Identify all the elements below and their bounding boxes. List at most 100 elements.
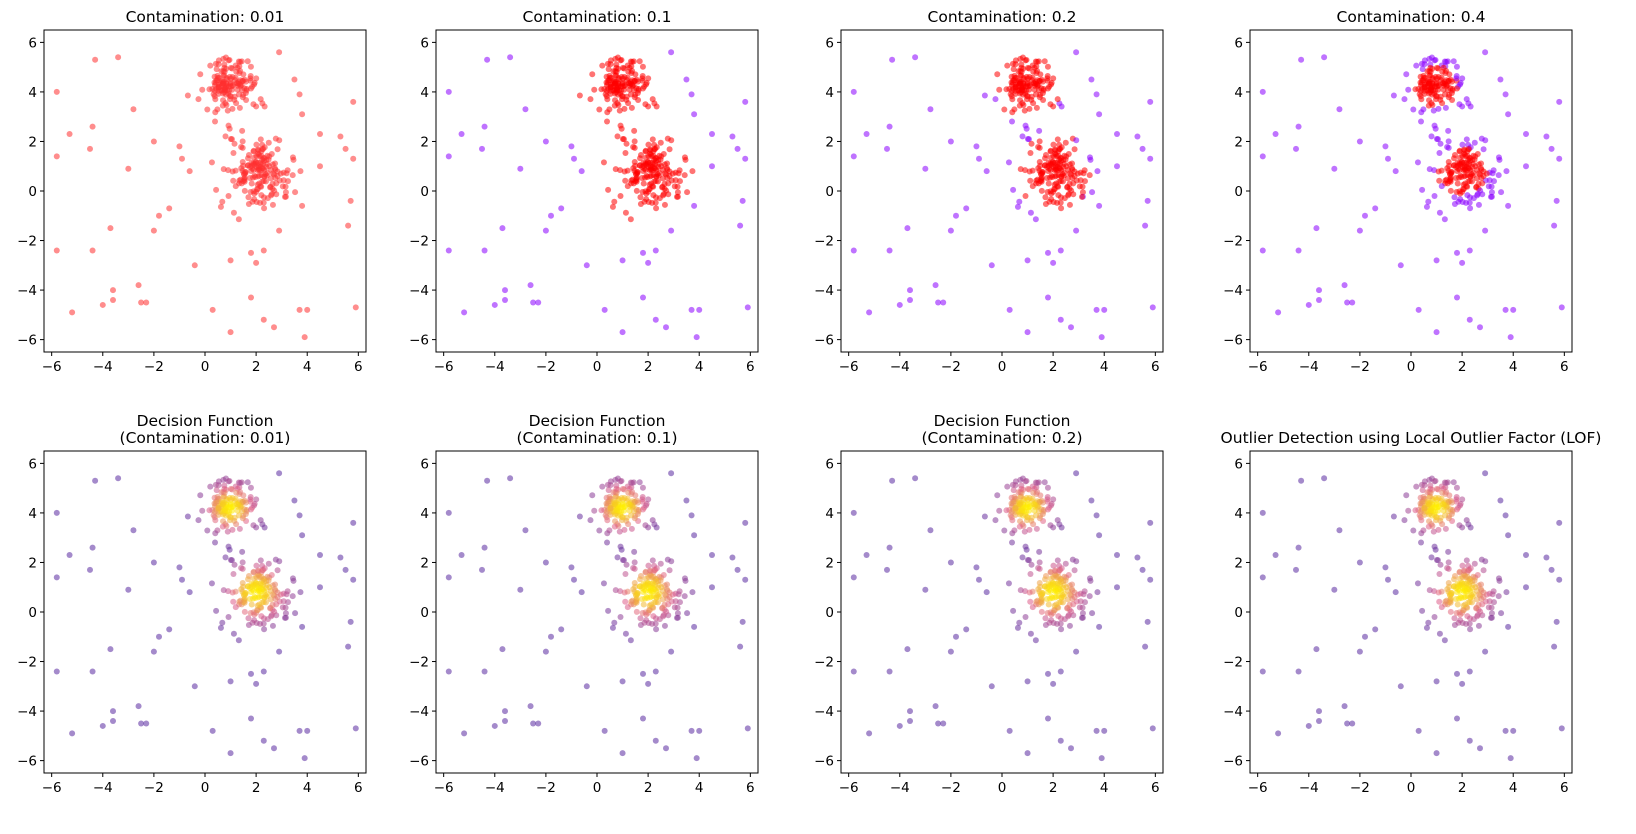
scatter-point [1027,177,1034,184]
scatter-point [239,548,246,555]
scatter-point [1051,185,1058,192]
scatter-point [274,168,281,175]
y-tick-label: −6 [814,333,834,349]
scatter-point [290,577,297,584]
scatter-point [1295,123,1302,130]
x-tick-label: 6 [746,359,755,375]
scatter-point [542,559,549,566]
scatter-point [604,96,611,103]
scatter-points [445,470,751,762]
scatter-point [89,544,96,551]
scatter-point [535,720,542,727]
scatter-point [231,140,238,147]
scatter-point [643,81,650,88]
scatter-point [1005,580,1012,587]
scatter-point [850,509,857,516]
scatter-point [1455,619,1462,626]
scatter-point [229,486,236,493]
scatter-point [1420,72,1427,79]
scatter-point [629,68,636,75]
scatter-point [1042,576,1049,583]
scatter-point [1453,63,1460,70]
scatter-point [283,591,290,598]
scatter-point [1382,143,1389,150]
scatter-point [1503,168,1510,175]
scatter-point [1401,96,1408,103]
scatter-points [445,49,751,341]
scatter-point [645,103,652,110]
scatter-point [1096,532,1103,539]
scatter-point [350,576,357,583]
scatter-point [1461,567,1467,574]
scatter-point [652,737,659,744]
scatter-point [143,720,150,727]
scatter-point [737,222,744,229]
scatter-point [1316,717,1322,724]
y-tick-label: 6 [1234,35,1243,51]
scatter-point [281,614,288,621]
scatter-point [640,601,647,608]
scatter-point [1071,168,1078,175]
scatter-point [688,727,695,734]
scatter-point [1556,576,1563,583]
scatter-point [907,708,913,715]
scatter-point [583,683,590,690]
y-tick-label: 0 [1234,605,1243,621]
scatter-point [621,168,628,175]
panel-contam-0-4: Contamination: 0.4 −6 −4 −2 0 2 4 6 −6 −4 −2 0 2 4 6 [1223,8,1573,375]
scatter-point [850,668,857,675]
scatter-point [115,475,122,482]
scatter-point [1023,56,1030,63]
x-tick-label: 2 [1049,780,1058,796]
scatter-point [1510,306,1517,313]
scatter-point [236,177,243,184]
scatter-point [207,483,214,490]
scatter-point [1437,561,1444,568]
panel-decision-0-01: Decision Function(Contamination: 0.01) −6… [17,412,367,796]
scatter-point [988,262,995,269]
scatter-point [1448,589,1455,596]
scatter-point [1425,198,1432,205]
scatter-point [981,92,988,99]
x-tick-label: −2 [1350,780,1370,796]
scatter-point [1039,168,1046,175]
scatter-point [657,139,664,146]
scatter-point [1098,334,1105,341]
scatter-point [296,512,303,519]
scatter-point [1478,581,1485,588]
scatter-point [633,187,640,194]
scatter-point [647,173,654,180]
scatter-point [1039,78,1046,85]
scatter-point [1435,494,1442,501]
scatter-point [672,177,679,184]
scatter-point [239,559,246,566]
scatter-point [276,49,283,56]
scatter-point [1142,222,1149,229]
scatter-point [226,125,233,132]
x-tick-label: −6 [839,359,859,375]
scatter-point [1101,306,1108,313]
x-tick-label: −4 [890,359,910,375]
scatter-point [317,131,323,138]
scatter-point [1073,227,1080,234]
scatter-point [1425,102,1432,109]
scatter-point [671,604,678,611]
scatter-point [904,225,911,232]
scatter-point [663,187,670,194]
scatter-point [653,524,660,531]
scatter-point [884,566,890,573]
scatter-point [850,574,857,581]
scatter-point [657,577,664,584]
scatter-point [614,507,621,514]
scatter-point [1021,107,1028,114]
scatter-point [502,296,508,303]
scatter-point [237,68,244,75]
scatter-point [571,576,577,583]
scatter-point [994,71,1001,78]
scatter-point [176,564,183,571]
y-tick-label: −2 [814,234,834,250]
scatter-point [631,127,638,134]
x-tick-label: −4 [93,780,113,796]
scatter-point [613,64,620,71]
scatter-point [601,727,608,734]
